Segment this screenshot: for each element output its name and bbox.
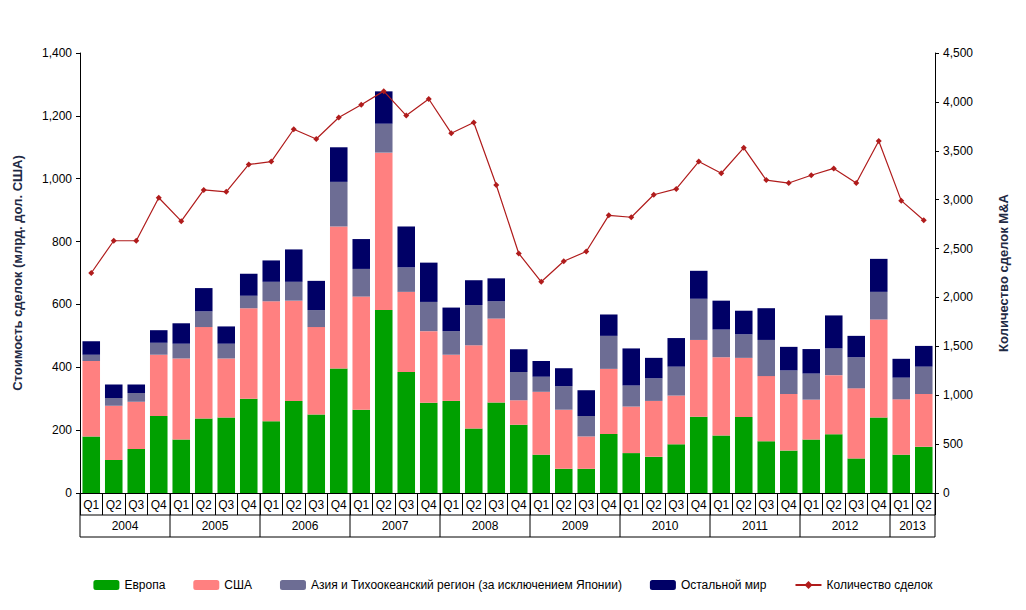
svg-text:2006: 2006 — [292, 519, 319, 533]
svg-text:Q1: Q1 — [173, 498, 189, 512]
svg-text:1,000: 1,000 — [943, 388, 973, 402]
svg-text:Q2: Q2 — [196, 498, 212, 512]
svg-text:2,500: 2,500 — [943, 242, 973, 256]
svg-text:Q3: Q3 — [308, 498, 324, 512]
svg-text:1,400: 1,400 — [42, 46, 72, 60]
svg-text:2009: 2009 — [562, 519, 589, 533]
svg-text:Q4: Q4 — [421, 498, 437, 512]
svg-text:800: 800 — [52, 235, 72, 249]
svg-text:Q2: Q2 — [646, 498, 662, 512]
svg-text:Q1: Q1 — [623, 498, 639, 512]
svg-text:2005: 2005 — [202, 519, 229, 533]
svg-text:4,000: 4,000 — [943, 95, 973, 109]
svg-text:600: 600 — [52, 297, 72, 311]
svg-text:Европа: Европа — [124, 578, 165, 592]
svg-text:500: 500 — [943, 437, 963, 451]
svg-text:Q1: Q1 — [533, 498, 549, 512]
svg-text:Q2: Q2 — [106, 498, 122, 512]
svg-text:Q1: Q1 — [803, 498, 819, 512]
svg-text:2013: 2013 — [899, 519, 926, 533]
svg-text:Q3: Q3 — [128, 498, 144, 512]
svg-text:Q1: Q1 — [893, 498, 909, 512]
svg-text:Q2: Q2 — [466, 498, 482, 512]
svg-text:Q1: Q1 — [713, 498, 729, 512]
svg-text:Q1: Q1 — [83, 498, 99, 512]
svg-text:2010: 2010 — [652, 519, 679, 533]
svg-text:Количество сделок: Количество сделок — [826, 578, 933, 592]
svg-text:Q4: Q4 — [781, 498, 797, 512]
svg-text:Количество сделок M&A: Количество сделок M&A — [996, 193, 1011, 351]
svg-text:2,000: 2,000 — [943, 290, 973, 304]
svg-text:Q3: Q3 — [848, 498, 864, 512]
svg-text:2004: 2004 — [112, 519, 139, 533]
svg-text:Q2: Q2 — [916, 498, 932, 512]
svg-text:Q2: Q2 — [376, 498, 392, 512]
svg-text:Q3: Q3 — [488, 498, 504, 512]
svg-text:Q3: Q3 — [398, 498, 414, 512]
svg-text:2011: 2011 — [742, 519, 768, 533]
svg-text:Q1: Q1 — [263, 498, 279, 512]
svg-text:4,500: 4,500 — [943, 46, 973, 60]
svg-text:2007: 2007 — [382, 519, 409, 533]
svg-text:Q3: Q3 — [578, 498, 594, 512]
svg-text:Q3: Q3 — [218, 498, 234, 512]
svg-text:1,500: 1,500 — [943, 339, 973, 353]
svg-text:Q2: Q2 — [286, 498, 302, 512]
svg-text:2008: 2008 — [472, 519, 499, 533]
svg-text:Азия и Тихоокеанский регион (з: Азия и Тихоокеанский регион (за исключен… — [311, 578, 622, 592]
svg-text:1,200: 1,200 — [42, 109, 72, 123]
svg-text:Q2: Q2 — [826, 498, 842, 512]
svg-text:Q1: Q1 — [353, 498, 369, 512]
svg-text:Q4: Q4 — [241, 498, 257, 512]
svg-text:Q3: Q3 — [758, 498, 774, 512]
svg-text:3,500: 3,500 — [943, 144, 973, 158]
svg-text:Q4: Q4 — [601, 498, 617, 512]
svg-text:Q3: Q3 — [668, 498, 684, 512]
svg-text:Q2: Q2 — [556, 498, 572, 512]
svg-text:Стоимость сделок (млрд. дол. С: Стоимость сделок (млрд. дол. США) — [10, 155, 25, 391]
svg-text:Q4: Q4 — [691, 498, 707, 512]
svg-text:200: 200 — [52, 423, 72, 437]
svg-text:Q1: Q1 — [443, 498, 459, 512]
svg-text:0: 0 — [943, 486, 950, 500]
svg-text:Q4: Q4 — [871, 498, 887, 512]
svg-text:2012: 2012 — [832, 519, 859, 533]
svg-text:Q2: Q2 — [736, 498, 752, 512]
svg-text:3,000: 3,000 — [943, 193, 973, 207]
svg-text:США: США — [224, 578, 252, 592]
svg-text:Q4: Q4 — [151, 498, 167, 512]
svg-text:Q4: Q4 — [331, 498, 347, 512]
svg-text:0: 0 — [65, 486, 72, 500]
svg-text:1,000: 1,000 — [42, 172, 72, 186]
svg-text:Q4: Q4 — [511, 498, 527, 512]
svg-text:400: 400 — [52, 360, 72, 374]
svg-text:Остальной мир: Остальной мир — [681, 578, 767, 592]
